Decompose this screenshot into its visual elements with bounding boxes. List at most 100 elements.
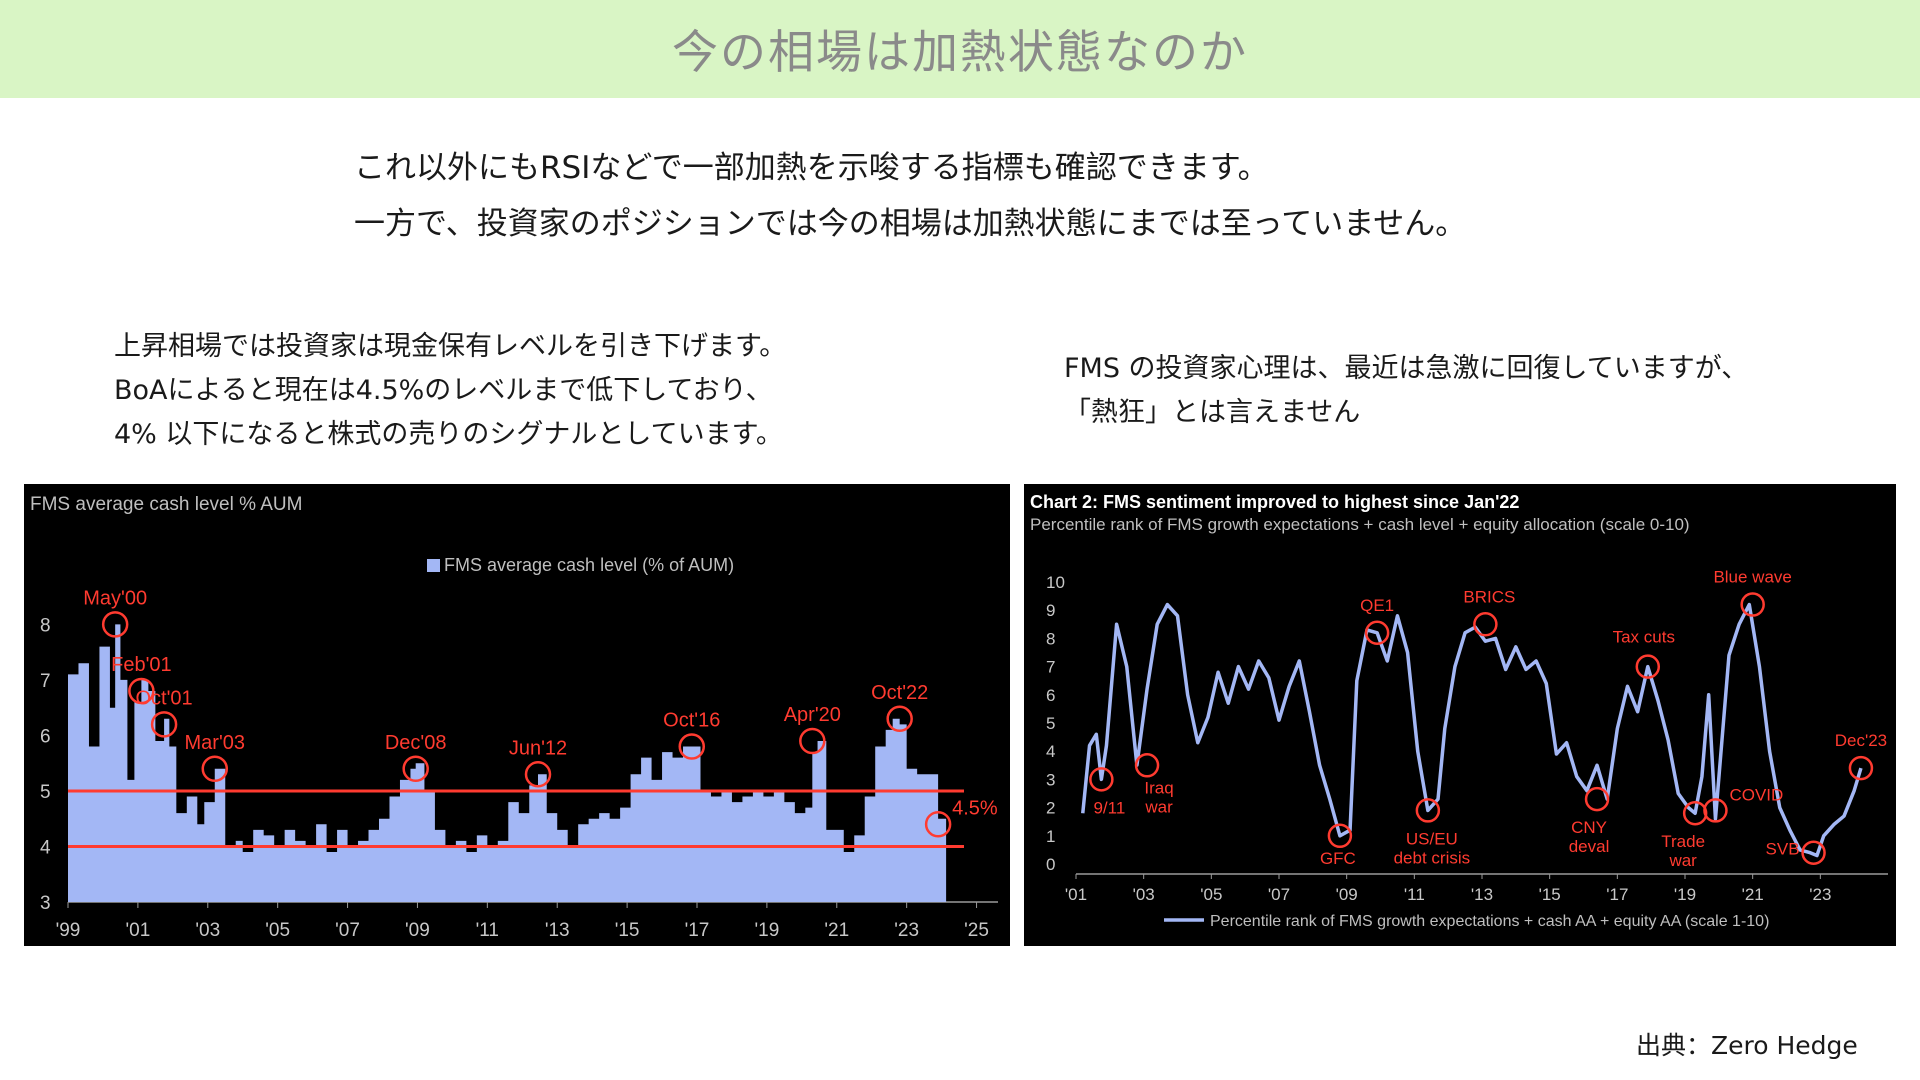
chart1-annotation-label: Oct'16 [663,710,720,732]
right-caption-line-1: FMS の投資家心理は、最近は急激に回復していますが、 [1064,353,1749,384]
chart2-annotation-label: BRICS [1463,587,1515,606]
cash-level-chart-svg: FMS average cash level % AUM FMS average … [30,494,998,941]
chart2-annotation-label: QE1 [1360,596,1394,615]
chart1-annotation-marker [150,711,178,738]
chart1-annotation-marker [402,755,429,783]
chart1-annotation-label: Oct'22 [871,682,928,704]
chart2-x-tick-label: '21 [1742,885,1764,904]
chart2-y-tick: 2 [1046,799,1055,818]
chart1-x-tick-label: '03 [195,920,220,941]
chart2-annotation-label: Tax cuts [1613,628,1675,647]
chart2-annotation-marker [1682,800,1708,826]
chart2-annotation-marker [1584,786,1610,812]
cash-level-chart: FMS average cash level % AUM FMS average … [24,484,1010,946]
chart1-y-tick: 4 [40,837,51,858]
chart2-annotation-marker [1848,755,1874,781]
intro-text: これ以外にもRSIなどで一部加熱を示唆する指標も確認できます。 一方で、投資家の… [354,140,1466,252]
chart1-annotation-marker [678,733,706,760]
header-bar: 今の相場は加熱状態なのか [0,0,1920,98]
chart1-annotation-label: 4.5% [952,797,998,819]
chart2-annotation-marker [1801,840,1826,865]
chart2-y-tick: 8 [1046,629,1055,648]
chart2-title: Chart 2: FMS sentiment improved to highe… [1030,492,1519,512]
chart2-annotation-marker [1703,798,1728,823]
chart1-x-tick-label: '25 [964,920,989,941]
chart2-y-tick: 7 [1046,658,1055,677]
chart1-title: FMS average cash level % AUM [30,494,302,515]
chart2-y-tick: 9 [1046,601,1055,620]
sentiment-chart: Chart 2: FMS sentiment improved to highe… [1024,484,1896,946]
chart2-annotation-marker [1134,753,1160,778]
left-caption-line-1: 上昇相場では投資家は現金保有レベルを引き下げます。 [114,331,787,362]
chart2-annotation-label: 9/11 [1093,798,1125,817]
chart2-annotation-marker [1473,612,1498,637]
chart1-y-tick: 8 [40,615,51,636]
chart1-legend-swatch [427,559,440,572]
chart1-annotation-label: Mar'03 [185,732,246,754]
chart2-x-tick-label: '11 [1404,885,1425,904]
chart1-y-tick: 3 [40,893,51,914]
chart1-annotation-marker [924,811,952,838]
chart1-x-tick-label: '17 [685,920,710,941]
chart1-x-tick-label: '05 [265,920,290,941]
chart2-x-tick-label: '23 [1809,885,1831,904]
chart2-x-tick-label: '17 [1606,885,1628,904]
chart1-annotation-label: Apr'20 [784,704,841,726]
left-caption-line-3: 4% 以下になると株式の売りのシグナルとしています。 [114,419,783,450]
chart1-x-tick-label: '21 [824,920,849,941]
chart1-x-tick-label: '99 [56,920,81,941]
left-chart-caption: 上昇相場では投資家は現金保有レベルを引き下げます。 BoAによると現在は4.5%… [114,325,786,457]
chart2-annotation-label: SVB [1766,840,1800,859]
chart2-x-tick-label: '09 [1336,885,1358,904]
chart2-annotation-label: Iraq war [1144,778,1173,816]
chart2-y-tick: 1 [1046,827,1055,846]
chart2-x-tick-label: '05 [1200,885,1222,904]
chart2-annotation-label: CNY deval [1569,818,1610,856]
intro-line-2: 一方で、投資家のポジションでは今の相場は加熱状態にまでは至っていません。 [354,206,1467,242]
chart2-y-tick: 0 [1046,855,1055,874]
chart2-annotation-marker [1635,654,1661,679]
chart1-annotation-label: Jun'12 [509,737,567,759]
chart2-y-tick: 3 [1046,770,1055,789]
chart1-annotation-marker [101,611,129,638]
chart1-y-tick: 7 [40,671,51,692]
chart1-y-tick: 5 [40,782,51,803]
chart2-annotation-marker [1364,620,1390,646]
chart2-y-tick: 10 [1046,573,1065,592]
chart1-annotation-marker [524,761,552,788]
chart2-y-tick: 6 [1046,686,1055,705]
chart2-annotation-label: Dec'23 [1835,731,1887,750]
chart2-annotation-label: Trade war [1661,832,1705,870]
chart2-legend-label: Percentile rank of FMS growth expectatio… [1210,913,1769,930]
chart2-x-tick-label: '03 [1133,885,1155,904]
right-chart-caption: FMS の投資家心理は、最近は急激に回復していますが、 「熱狂」とは言えません [1064,347,1748,435]
chart2-sentiment-series [1081,602,1863,858]
chart1-x-tick-label: '19 [755,920,780,941]
chart1-x-tick-label: '15 [615,920,640,941]
chart2-annotation-label: GFC [1320,849,1356,868]
chart1-x-tick-label: '07 [335,920,360,941]
chart2-x-tick-label: '01 [1065,885,1087,904]
chart1-x-tick-label: '01 [126,920,151,941]
chart2-y-tick: 5 [1046,714,1055,733]
page-title: 今の相場は加熱状態なのか [672,25,1248,79]
chart1-annotation-marker [128,677,155,705]
right-caption-line-2: 「熱狂」とは言えません [1064,397,1361,428]
chart1-annotation-label: Oct'01 [136,687,193,709]
chart2-annotation-marker [1327,823,1353,849]
chart2-annotation-marker [1415,798,1441,823]
chart1-annotation-label: May'00 [83,587,147,609]
chart2-x-tick-label: '13 [1471,885,1493,904]
chart1-x-tick-label: '13 [545,920,570,941]
chart2-annotation-label: Blue wave [1713,568,1791,587]
sentiment-chart-svg: Chart 2: FMS sentiment improved to highe… [1030,492,1888,930]
chart1-x-tick-label: '23 [894,920,919,941]
chart1-annotation-marker [886,705,913,733]
chart2-subtitle: Percentile rank of FMS growth expectatio… [1030,515,1690,534]
chart2-y-tick: 4 [1046,742,1055,761]
chart2-x-tick-label: '19 [1674,885,1696,904]
left-caption-line-2: BoAによると現在は4.5%のレベルまで低下しており、 [114,375,773,406]
chart2-annotation-label: US/EU debt crisis [1394,829,1471,867]
source-note: 出典：Zero Hedge [1636,1031,1858,1060]
chart1-annotation-label: Dec'08 [385,732,447,754]
